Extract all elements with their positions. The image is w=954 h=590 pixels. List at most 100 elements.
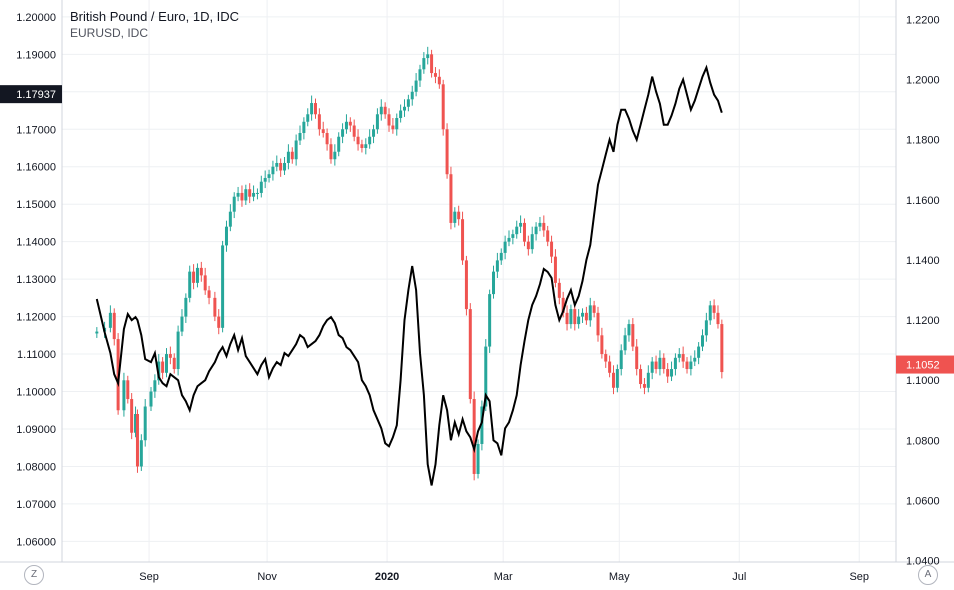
candle-body — [348, 121, 352, 126]
candle-body — [290, 151, 294, 160]
time-axis-label: Sep — [849, 571, 869, 583]
z-button[interactable]: Z — [24, 565, 44, 585]
candle-body — [596, 312, 600, 336]
candle-body — [557, 282, 561, 298]
time-axis[interactable]: Sep Nov 2020 Mar May Jul Sep — [139, 571, 869, 583]
left-price-axis[interactable]: 1.06000 1.07000 1.08000 1.09000 1.10000 1.110… — [16, 12, 56, 549]
time-axis-label: Mar — [494, 571, 513, 583]
left-axis-tick-label: 1.19000 — [16, 49, 56, 61]
left-axis-tick-label: 1.08000 — [16, 461, 56, 473]
candle-body — [704, 320, 708, 336]
candle-body — [360, 144, 364, 148]
candle-body — [108, 312, 112, 328]
candle-body — [588, 305, 592, 321]
left-axis-tick-label: 1.13000 — [16, 274, 56, 286]
right-axis-tick-label: 1.1000 — [906, 375, 940, 387]
candle-body — [561, 297, 565, 313]
candle-body — [604, 354, 608, 362]
candle-body — [472, 399, 476, 474]
candle-body — [697, 346, 701, 358]
time-axis-label: Nov — [257, 571, 277, 583]
right-axis-tick-label: 1.1800 — [906, 135, 940, 147]
candle-body — [298, 133, 302, 141]
candle-body — [302, 121, 306, 134]
candle-body — [635, 346, 639, 370]
candle-body — [410, 91, 414, 100]
chart-legend: British Pound / Euro, 1D, IDC EURUSD, ID… — [70, 8, 239, 42]
candle-body — [207, 290, 211, 298]
left-axis-tick-label: 1.17000 — [16, 124, 56, 136]
candle-body — [391, 125, 395, 130]
left-axis-tick-label: 1.09000 — [16, 424, 56, 436]
candle-body — [271, 166, 275, 175]
candle-body — [232, 196, 236, 212]
candle-body — [581, 312, 585, 317]
right-axis-tick-label: 1.0800 — [906, 435, 940, 447]
candle-body — [457, 211, 461, 220]
candle-body — [176, 331, 180, 370]
candle-body — [325, 133, 329, 145]
candle-body — [172, 357, 176, 370]
right-axis-tick-label: 1.2000 — [906, 75, 940, 87]
legend-main-series[interactable]: British Pound / Euro, 1D, IDC — [70, 9, 240, 24]
candle-body — [356, 136, 360, 145]
candle-body — [122, 380, 126, 411]
candle-body — [453, 211, 457, 223]
candle-body — [677, 354, 681, 358]
candle-body — [422, 58, 426, 70]
candle-body — [192, 271, 196, 283]
candle-body — [375, 114, 379, 130]
left-axis-tick-label: 1.11000 — [17, 349, 56, 361]
candle-body — [716, 312, 720, 325]
a-button[interactable]: A — [918, 565, 938, 585]
candle-body — [418, 69, 422, 81]
candle-body — [248, 189, 252, 197]
left-axis-tick-label: 1.15000 — [16, 199, 56, 211]
candle-body — [275, 162, 279, 167]
candle-body — [344, 121, 348, 130]
last-price-labels: 1.17937 1.1052 — [0, 85, 954, 374]
candle-body — [488, 294, 492, 347]
left-axis-tick-label: 1.12000 — [16, 312, 56, 324]
candle-body — [195, 267, 199, 283]
candle-body — [317, 114, 321, 130]
candle-body — [611, 372, 615, 388]
candle-body — [130, 399, 134, 433]
right-axis-tick-label: 1.0400 — [906, 555, 940, 567]
candle-body — [503, 241, 507, 253]
time-axis-label: Jul — [732, 571, 746, 583]
candle-body — [526, 241, 530, 250]
candle-body — [468, 309, 472, 400]
right-price-axis[interactable]: 1.0400 1.0600 1.0800 1.1000 1.1200 1.1400 1.16… — [906, 15, 940, 568]
candle-body — [600, 335, 604, 355]
candle-body — [337, 136, 341, 152]
candle-body — [693, 357, 697, 362]
candle-body — [161, 361, 165, 373]
candle-body — [522, 222, 526, 242]
candle-body — [666, 369, 670, 377]
left-axis-tick-label: 1.16000 — [16, 162, 56, 174]
candle-body — [670, 369, 674, 377]
candle-body — [164, 354, 168, 373]
candle-body — [550, 241, 554, 257]
left-axis-tick-label: 1.10000 — [16, 387, 56, 399]
candle-body — [681, 354, 685, 362]
candle-body — [449, 174, 453, 223]
candle-body — [569, 309, 573, 325]
candle-body — [203, 275, 207, 291]
candle-body — [615, 369, 619, 388]
candle-body — [639, 369, 643, 385]
candle-body — [168, 354, 172, 358]
candle-body — [480, 406, 484, 444]
right-axis-tick-label: 1.2200 — [906, 15, 940, 27]
candle-body — [627, 324, 631, 336]
candle-body — [221, 245, 225, 328]
candle-body — [608, 361, 612, 373]
time-axis-label: Sep — [139, 571, 159, 583]
candle-body — [577, 316, 581, 325]
candle-body — [143, 406, 147, 441]
candle-body — [112, 312, 116, 340]
candle-body — [519, 222, 523, 227]
legend-compare-series[interactable]: EURUSD, IDC — [70, 26, 149, 40]
candle-body — [387, 114, 391, 126]
